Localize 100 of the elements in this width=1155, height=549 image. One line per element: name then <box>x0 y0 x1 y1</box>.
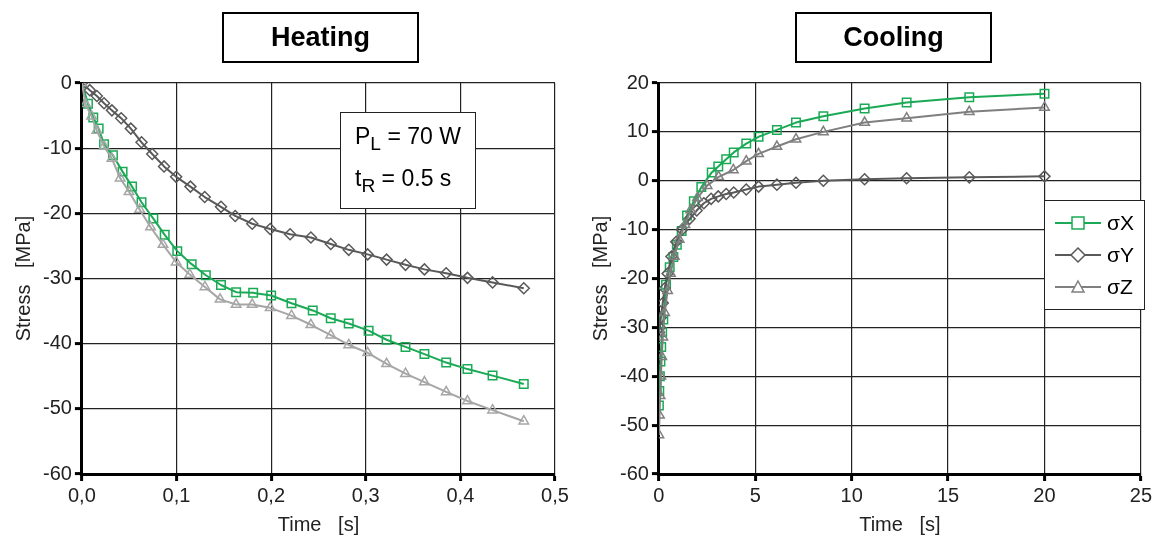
point <box>964 92 975 103</box>
point <box>664 262 675 273</box>
point <box>771 124 782 135</box>
point <box>114 111 128 125</box>
point <box>713 170 725 181</box>
y-tick-label: -50 <box>620 412 649 435</box>
y-tick-label: -60 <box>43 461 72 484</box>
point <box>721 154 732 165</box>
point <box>157 160 171 173</box>
point <box>380 253 393 266</box>
point <box>361 248 374 261</box>
point <box>264 301 276 312</box>
y-tick-label: -40 <box>620 363 649 386</box>
point <box>517 282 531 295</box>
point <box>901 97 912 108</box>
x-axis-title: Time [s] <box>277 512 360 535</box>
point <box>283 227 297 241</box>
point <box>789 176 803 189</box>
point <box>697 196 711 210</box>
point <box>286 298 297 309</box>
point <box>719 187 733 201</box>
point <box>670 235 683 249</box>
point <box>753 147 765 158</box>
point <box>399 367 412 378</box>
point <box>487 403 499 414</box>
point <box>184 180 197 193</box>
point <box>285 309 297 320</box>
x-tick-label: 0 <box>653 483 665 506</box>
point <box>263 222 277 236</box>
y-axis-title: Stress [MPa] <box>588 215 611 342</box>
point <box>231 287 242 298</box>
point <box>713 161 724 172</box>
point <box>461 394 473 405</box>
point <box>200 270 211 281</box>
point <box>400 341 411 352</box>
legend-label: σX <box>1107 211 1134 235</box>
point <box>728 147 739 158</box>
point <box>169 170 183 184</box>
point <box>418 375 430 386</box>
point <box>963 105 975 116</box>
annotation: P$_{L}$ = 70 W <box>355 123 461 154</box>
point <box>752 180 765 193</box>
y-tick-label: -30 <box>620 314 649 337</box>
point <box>342 243 355 257</box>
y-tick-label: -20 <box>43 200 72 223</box>
point <box>691 191 703 202</box>
point <box>343 318 354 329</box>
point <box>362 346 374 357</box>
point <box>230 298 242 309</box>
point <box>706 167 717 178</box>
point <box>228 209 242 223</box>
y-tick-label: 0 <box>60 70 72 93</box>
point <box>461 271 474 285</box>
point <box>127 181 138 192</box>
point <box>900 172 913 185</box>
point <box>659 306 671 317</box>
point <box>216 280 226 291</box>
point <box>679 218 691 229</box>
point <box>136 197 147 208</box>
point <box>307 305 318 316</box>
point <box>701 179 713 190</box>
legend-label: σZ <box>1107 275 1133 299</box>
point <box>325 313 336 324</box>
point <box>114 171 126 182</box>
x-tick-label: 10 <box>840 483 863 506</box>
point <box>399 258 412 272</box>
point <box>662 284 674 295</box>
x-tick-label: 0,2 <box>257 483 286 506</box>
point <box>214 293 226 303</box>
point <box>1038 101 1050 111</box>
point <box>184 268 196 279</box>
x-tick-label: 0,5 <box>541 483 569 506</box>
y-tick-label: 0 <box>637 168 649 191</box>
y-tick-label: -30 <box>43 266 72 289</box>
y-tick-label: -10 <box>620 217 649 240</box>
y-axis-title: Stress [MPa] <box>11 215 34 342</box>
point <box>248 287 259 298</box>
point <box>305 318 317 329</box>
point <box>740 154 752 165</box>
point <box>135 136 148 149</box>
point <box>123 185 135 196</box>
point <box>688 196 699 207</box>
point <box>172 246 183 257</box>
point <box>439 267 453 280</box>
point <box>712 190 725 203</box>
point <box>105 104 119 117</box>
point <box>727 186 740 199</box>
point <box>818 111 829 122</box>
point <box>683 212 696 226</box>
x-tick-label: 20 <box>1033 483 1056 506</box>
point <box>198 190 211 204</box>
y-tick-label: 20 <box>626 70 649 93</box>
point <box>790 117 801 128</box>
point <box>658 296 670 310</box>
point <box>518 414 530 425</box>
point <box>83 83 97 97</box>
point <box>771 140 783 151</box>
chart-title: Heating <box>222 12 419 63</box>
point <box>1039 88 1050 99</box>
point <box>658 341 667 352</box>
